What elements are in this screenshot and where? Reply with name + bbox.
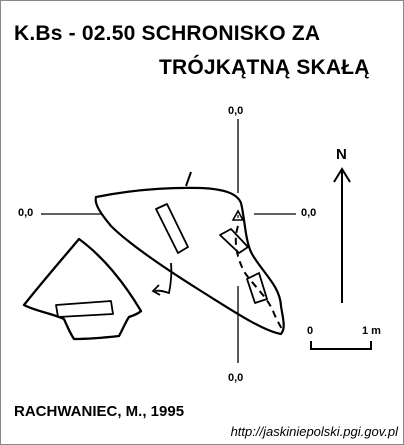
- triangular-rock-outline: [22, 237, 143, 341]
- coord-label-right: 0,0: [301, 207, 317, 219]
- scale-end-label: 1 m: [362, 325, 381, 337]
- slope-arrow-line: [154, 262, 173, 295]
- rock-shelf: [55, 300, 114, 318]
- coord-label-top: 0,0: [228, 105, 244, 117]
- cave-outline: [94, 186, 285, 336]
- slope-arrow-icon: [151, 284, 161, 296]
- title-line-1: K.Bs - 02.50 SCHRONISKO ZA: [14, 22, 321, 45]
- rock-block-3: [246, 272, 268, 304]
- scale-start-label: 0: [307, 325, 314, 337]
- north-label: N: [336, 146, 347, 163]
- survey-point-icon: [231, 209, 245, 221]
- north-arrow-icon: [333, 167, 351, 183]
- coord-label-left: 0,0: [18, 207, 34, 219]
- scale-bar: [310, 341, 372, 350]
- entrance-mark: [185, 171, 192, 187]
- source-url: http://jaskiniepolski.pgi.gov.pl: [230, 424, 398, 439]
- rock-block-2: [219, 228, 249, 254]
- author-credit: RACHWANIEC, M., 1995: [14, 403, 185, 420]
- rock-block-1: [155, 203, 189, 254]
- coord-label-bottom: 0,0: [228, 372, 244, 384]
- title-line-2: TRÓJKĄTNĄ SKAŁĄ: [159, 56, 370, 79]
